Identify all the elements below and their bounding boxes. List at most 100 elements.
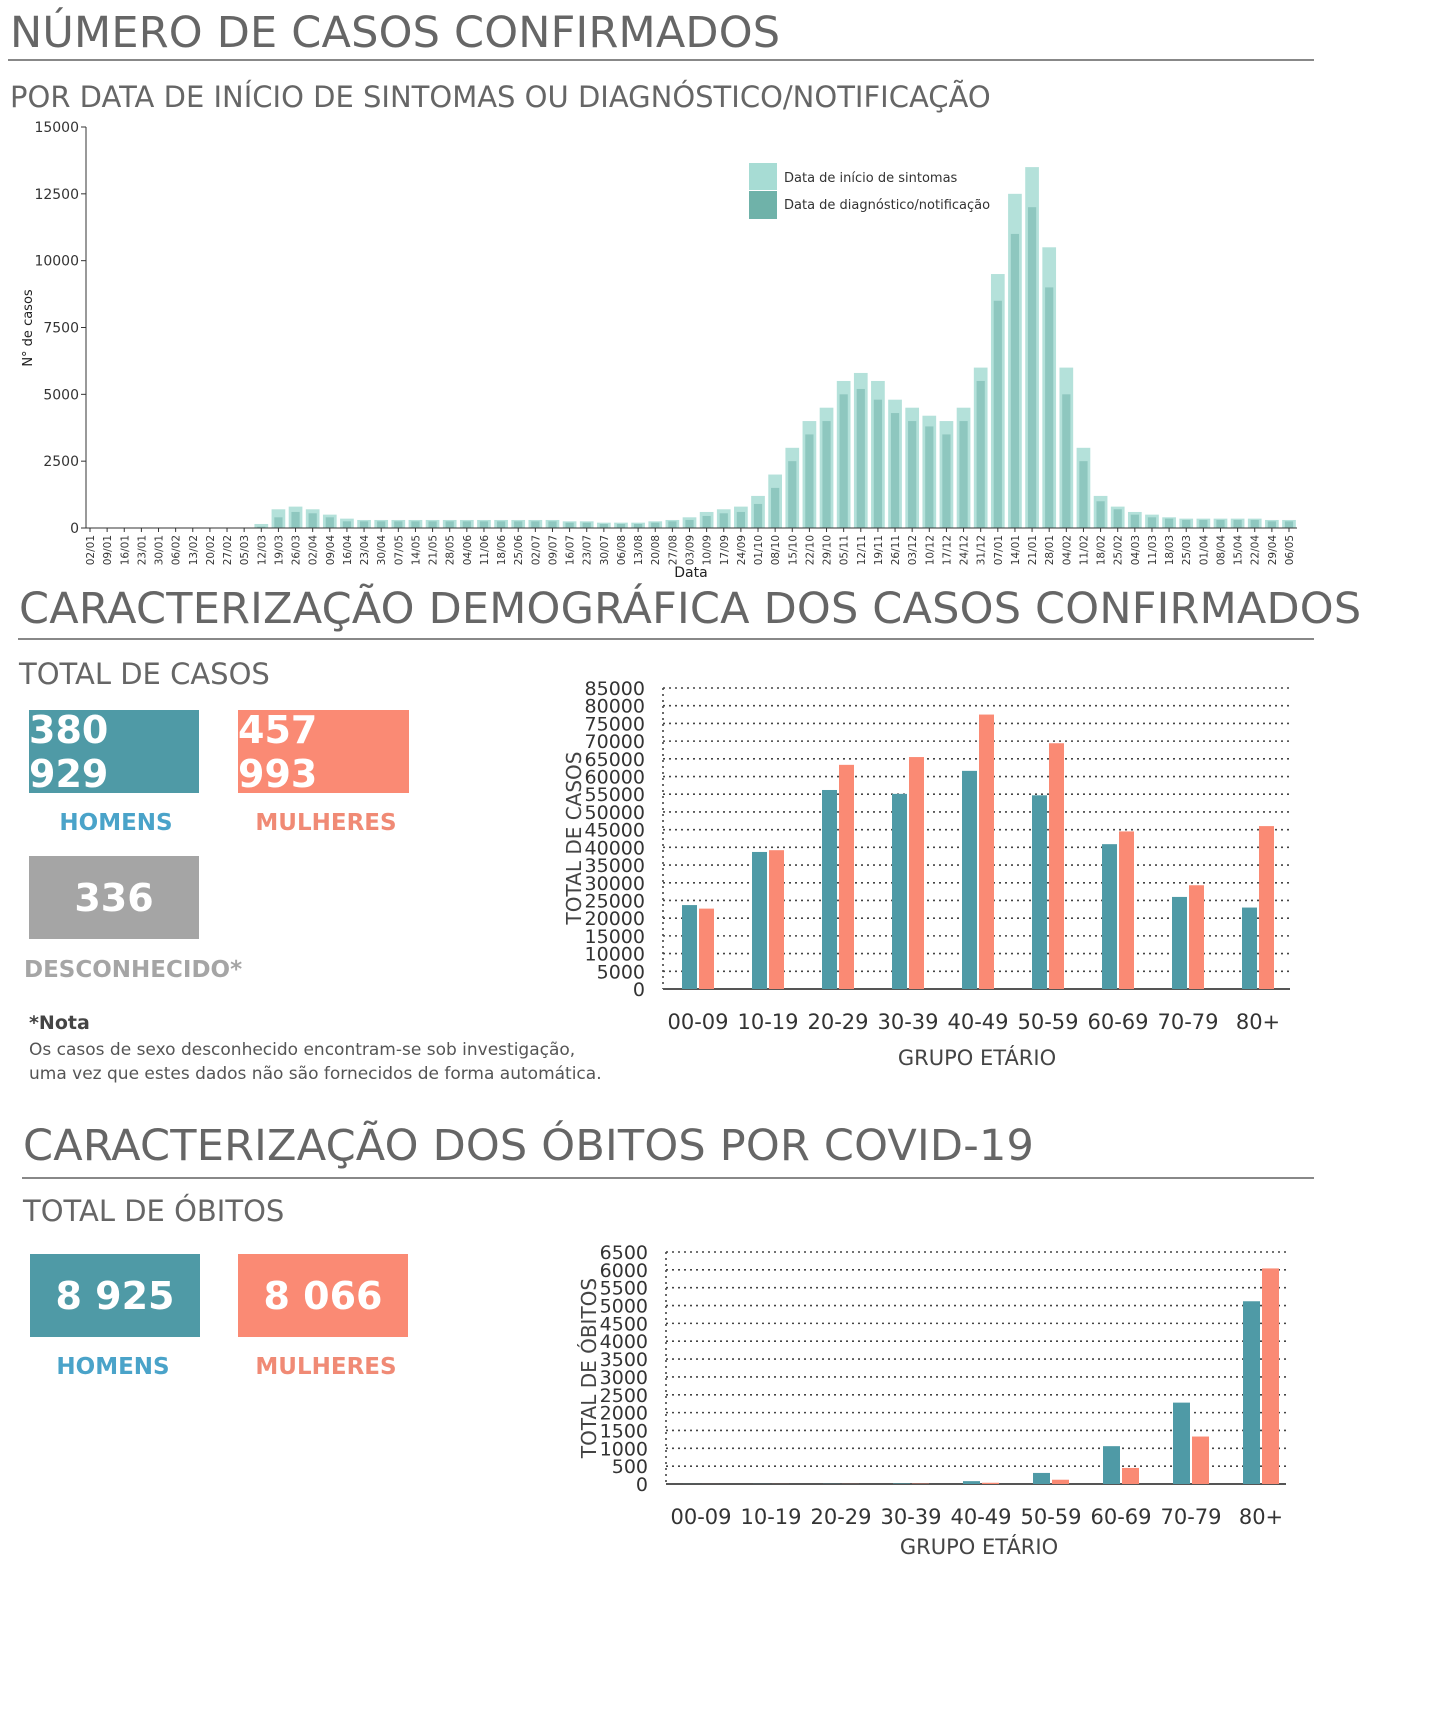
timeline-y-tick-label: 15000 bbox=[34, 120, 79, 136]
timeline-x-tick-label: 19/03 bbox=[273, 535, 285, 565]
timeline-bar-diagnosis bbox=[719, 513, 728, 528]
c2-y-tick-label: 30000 bbox=[585, 873, 645, 895]
note-line-1: Os casos de sexo desconhecido encontram-… bbox=[29, 1040, 576, 1060]
timeline-bar-diagnosis bbox=[1250, 519, 1259, 528]
timeline-bar-diagnosis bbox=[1113, 509, 1122, 528]
timeline-y-tick-label: 2500 bbox=[43, 454, 79, 470]
c3-bar-men bbox=[1103, 1446, 1120, 1484]
c2-x-tick-label: 40-49 bbox=[947, 1010, 1008, 1034]
timeline-bar-diagnosis bbox=[805, 434, 814, 528]
timeline-bar-diagnosis bbox=[291, 511, 300, 528]
timeline-bar-diagnosis bbox=[308, 513, 317, 528]
timeline-x-tick-label: 05/03 bbox=[239, 535, 251, 565]
women-cases-label: MULHERES bbox=[255, 810, 397, 836]
timeline-x-tick-label: 29/04 bbox=[1267, 535, 1279, 566]
timeline-bar-diagnosis bbox=[1216, 519, 1225, 528]
timeline-x-tick-label: 23/07 bbox=[582, 535, 594, 565]
c3-y-tick-label: 4500 bbox=[600, 1313, 648, 1335]
timeline-x-tick-label: 10/12 bbox=[924, 535, 936, 565]
c2-x-tick-label: 00-09 bbox=[667, 1010, 728, 1034]
timeline-x-tick-label: 23/01 bbox=[136, 535, 148, 565]
c2-y-tick-label: 50000 bbox=[585, 802, 645, 824]
timeline-x-tick-label: 30/07 bbox=[599, 535, 611, 565]
deaths-by-age-chart: 0500100015002000250030003500400045005000… bbox=[577, 1242, 1286, 1559]
deaths-total-label: TOTAL DE ÓBITOS bbox=[23, 1194, 285, 1228]
c3-bar-women bbox=[1122, 1467, 1139, 1484]
timeline-x-tick-label: 28/01 bbox=[1044, 535, 1056, 565]
c3-y-tick-label: 5000 bbox=[600, 1296, 648, 1318]
timeline-bar-diagnosis bbox=[856, 388, 865, 528]
c3-bar-women bbox=[1262, 1268, 1279, 1484]
c3-y-tick-label: 500 bbox=[612, 1456, 648, 1478]
timeline-x-tick-label: 11/03 bbox=[1147, 535, 1159, 565]
legend-swatch-diagnosis bbox=[749, 191, 777, 219]
c2-bar-men bbox=[962, 770, 977, 989]
timeline-x-tick-label: 15/04 bbox=[1233, 535, 1245, 566]
timeline-bar-diagnosis bbox=[925, 426, 934, 528]
timeline-x-tick-label: 27/02 bbox=[222, 535, 234, 565]
timeline-bar-diagnosis bbox=[1147, 517, 1157, 528]
c3-bar-men bbox=[1173, 1402, 1190, 1484]
timeline-bar-diagnosis bbox=[359, 521, 369, 528]
timeline-bar-diagnosis bbox=[993, 300, 1002, 528]
c3-x-tick-label: 20-29 bbox=[810, 1505, 871, 1529]
timeline-x-tick-label: 22/10 bbox=[804, 535, 816, 565]
timeline-bar-diagnosis bbox=[445, 521, 454, 528]
c2-x-tick-label: 80+ bbox=[1236, 1010, 1280, 1034]
timeline-x-tick-label: 03/12 bbox=[907, 535, 919, 565]
timeline-x-tick-label: 06/05 bbox=[1284, 535, 1296, 565]
timeline-bar-diagnosis bbox=[736, 511, 745, 528]
timeline-bar-diagnosis bbox=[1062, 394, 1071, 528]
timeline-x-tick-label: 08/04 bbox=[1215, 535, 1227, 566]
c3-y-tick-label: 5500 bbox=[600, 1278, 648, 1300]
timeline-x-tick-label: 09/04 bbox=[325, 535, 337, 566]
timeline-x-tick-label: 30/04 bbox=[376, 535, 388, 566]
timeline-x-tick-label: 26/11 bbox=[890, 535, 902, 565]
women-deaths-label: MULHERES bbox=[255, 1354, 397, 1380]
timeline-bar-diagnosis bbox=[394, 521, 403, 528]
c2-y-tick-label: 0 bbox=[633, 979, 645, 1001]
c2-bar-women bbox=[909, 757, 924, 989]
timeline-bar-diagnosis bbox=[1233, 519, 1242, 528]
timeline-bar-diagnosis bbox=[702, 515, 711, 528]
c3-bar-men bbox=[1033, 1472, 1050, 1484]
c2-bar-women bbox=[1259, 826, 1274, 989]
timeline-bar-diagnosis bbox=[1284, 521, 1294, 528]
c2-bar-men bbox=[682, 905, 697, 989]
timeline-x-tick-label: 10/09 bbox=[702, 535, 714, 565]
timeline-bar-diagnosis bbox=[411, 521, 420, 528]
deaths-by-age-x-label: GRUPO ETÁRIO bbox=[900, 1534, 1058, 1559]
section2-title: CARACTERIZAÇÃO DEMOGRÁFICA DOS CASOS CON… bbox=[19, 584, 1362, 634]
c3-y-tick-label: 1000 bbox=[600, 1438, 648, 1460]
legend-label-diagnosis: Data de diagnóstico/notificação bbox=[784, 198, 990, 213]
timeline-x-tick-label: 18/06 bbox=[496, 535, 508, 566]
timeline-x-tick-label: 09/01 bbox=[102, 535, 114, 565]
timeline-bar-diagnosis bbox=[685, 519, 694, 528]
men-cases-value: 380 929 bbox=[29, 707, 109, 796]
men-deaths-value: 8 925 bbox=[55, 1273, 175, 1318]
c2-bar-men bbox=[1172, 896, 1187, 989]
c2-bar-men bbox=[1102, 844, 1117, 989]
c2-y-tick-label: 80000 bbox=[585, 696, 645, 718]
timeline-bar-diagnosis bbox=[634, 523, 643, 528]
section1-title: NÚMERO DE CASOS CONFIRMADOS bbox=[10, 8, 781, 58]
timeline-bar-diagnosis bbox=[325, 517, 334, 528]
timeline-x-tick-label: 05/11 bbox=[839, 535, 851, 565]
timeline-bar-diagnosis bbox=[342, 521, 352, 528]
timeline-x-tick-label: 19/11 bbox=[873, 535, 885, 565]
c3-x-tick-label: 00-09 bbox=[670, 1505, 731, 1529]
timeline-x-tick-label: 09/07 bbox=[547, 535, 559, 565]
c2-y-tick-label: 60000 bbox=[585, 767, 645, 789]
timeline-legend: Data de início de sintomas Data de diagn… bbox=[749, 163, 990, 219]
timeline-x-tick-label: 24/12 bbox=[959, 535, 971, 565]
deaths-by-age-y-label: TOTAL DE ÓBITOS bbox=[577, 1278, 601, 1459]
timeline-x-tick-label: 14/05 bbox=[410, 535, 422, 565]
note-title: *Nota bbox=[29, 1012, 90, 1034]
timeline-bar-diagnosis bbox=[1096, 501, 1105, 528]
c2-bar-women bbox=[979, 714, 994, 989]
c2-y-tick-label: 40000 bbox=[585, 837, 645, 859]
unknown-cases-value: 336 bbox=[74, 875, 154, 920]
timeline-x-tick-label: 16/07 bbox=[565, 535, 577, 565]
timeline-x-tick-label: 21/01 bbox=[1027, 535, 1039, 565]
timeline-bar-diagnosis bbox=[890, 413, 900, 528]
